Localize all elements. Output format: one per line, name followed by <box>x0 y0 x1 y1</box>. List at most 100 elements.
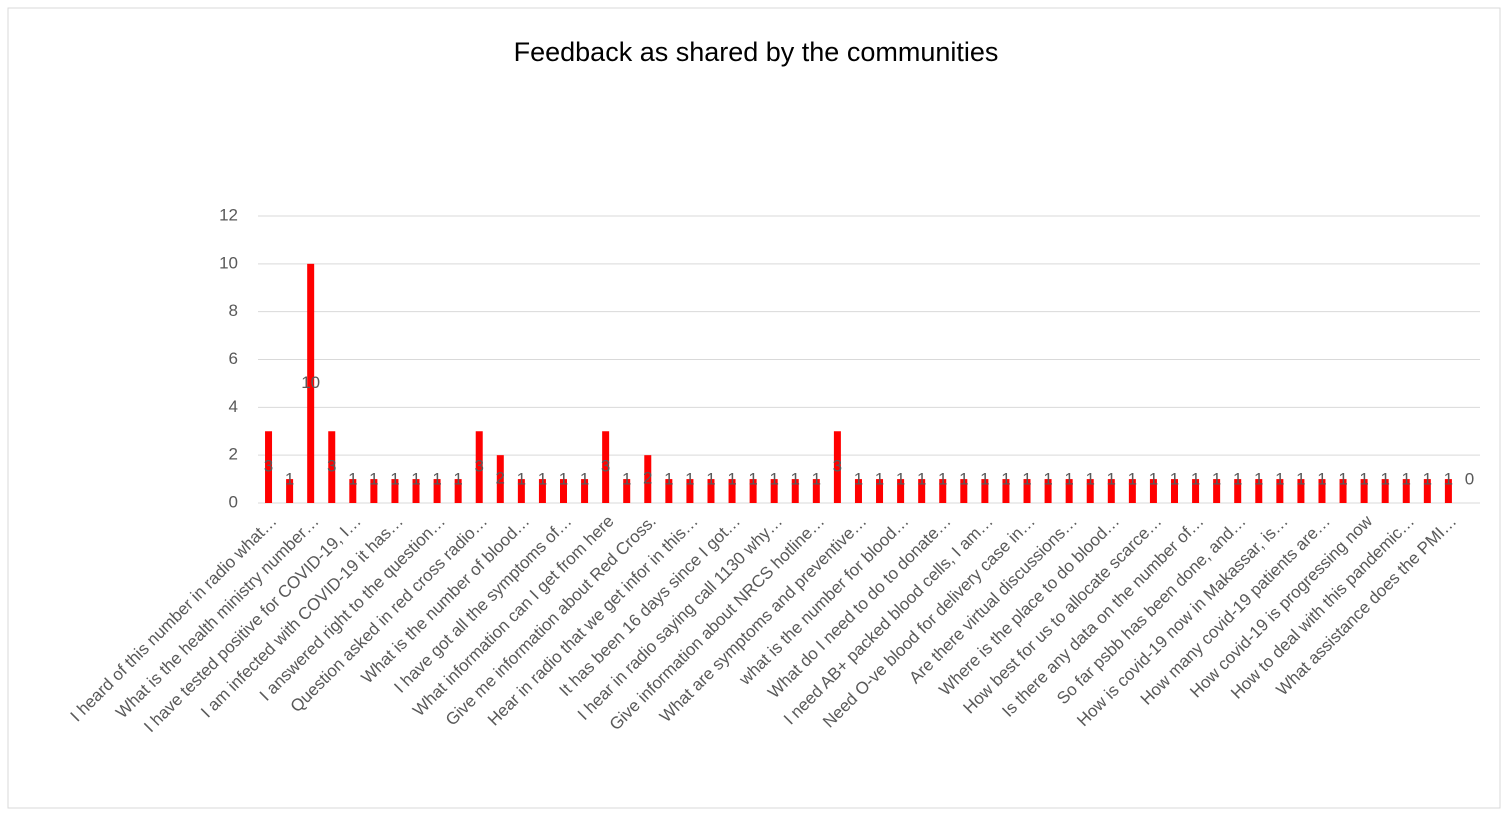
data-label: 1 <box>959 469 968 488</box>
data-label: 1 <box>1317 469 1326 488</box>
bar <box>854 479 862 503</box>
data-label: 1 <box>1212 469 1221 488</box>
bar <box>981 479 989 503</box>
data-label: 1 <box>1149 469 1158 488</box>
data-label: 10 <box>301 373 320 392</box>
data-label: 1 <box>769 469 778 488</box>
bar <box>391 479 399 503</box>
data-label: 1 <box>622 469 631 488</box>
data-label: 1 <box>938 469 947 488</box>
data-label: 1 <box>1296 469 1305 488</box>
bar <box>1423 479 1431 503</box>
data-label: 3 <box>264 457 273 476</box>
chart-title: Feedback as shared by the communities <box>514 37 999 67</box>
bar <box>307 263 315 503</box>
bar <box>1086 479 1094 503</box>
bar <box>1023 479 1031 503</box>
bar <box>1107 479 1115 503</box>
data-label: 1 <box>369 469 378 488</box>
bar <box>538 479 546 503</box>
bar <box>517 479 525 503</box>
bar <box>1444 479 1452 503</box>
bar <box>960 479 968 503</box>
data-label: 1 <box>1107 469 1116 488</box>
data-label: 1 <box>791 469 800 488</box>
bar <box>833 431 841 503</box>
bar <box>623 479 631 503</box>
data-label: 1 <box>1128 469 1137 488</box>
bar <box>770 479 778 503</box>
bar <box>749 479 757 503</box>
data-label: 1 <box>1001 469 1010 488</box>
data-label: 1 <box>285 469 294 488</box>
data-label: 1 <box>854 469 863 488</box>
bar <box>644 455 652 503</box>
data-label: 1 <box>875 469 884 488</box>
bar <box>1318 479 1326 503</box>
data-label: 1 <box>917 469 926 488</box>
bar <box>1044 479 1052 503</box>
y-tick-label: 10 <box>219 253 238 272</box>
bar <box>1128 479 1136 503</box>
data-label: 1 <box>390 469 399 488</box>
data-label: 1 <box>727 469 736 488</box>
bar <box>1339 479 1347 503</box>
data-label: 1 <box>685 469 694 488</box>
data-label: 1 <box>896 469 905 488</box>
y-tick-label: 6 <box>229 349 238 368</box>
data-label: 1 <box>1275 469 1284 488</box>
bar <box>1192 479 1200 503</box>
bar <box>728 479 736 503</box>
data-label: 1 <box>1254 469 1263 488</box>
data-label: 1 <box>812 469 821 488</box>
y-tick-label: 4 <box>229 397 238 416</box>
bar <box>897 479 905 503</box>
data-label: 1 <box>1191 469 1200 488</box>
data-label: 1 <box>1233 469 1242 488</box>
data-label: 1 <box>411 469 420 488</box>
bar <box>939 479 947 503</box>
bar <box>1213 479 1221 503</box>
bar <box>1255 479 1263 503</box>
data-label: 1 <box>1022 469 1031 488</box>
data-label: 1 <box>1444 469 1453 488</box>
bar <box>1381 479 1389 503</box>
data-label: 2 <box>643 469 652 488</box>
bar <box>812 479 820 503</box>
data-label: 3 <box>327 457 336 476</box>
data-label: 1 <box>348 469 357 488</box>
bar <box>1065 479 1073 503</box>
bar <box>454 479 462 503</box>
chart-frame <box>7 7 1501 809</box>
y-tick-label: 12 <box>219 205 238 224</box>
bar <box>328 431 336 503</box>
data-label: 1 <box>664 469 673 488</box>
bar <box>496 455 504 503</box>
data-label: 1 <box>1423 469 1432 488</box>
data-label: 1 <box>1064 469 1073 488</box>
bar <box>433 479 441 503</box>
data-label: 1 <box>538 469 547 488</box>
data-label: 1 <box>1380 469 1389 488</box>
bar <box>686 479 694 503</box>
y-tick-label: 0 <box>229 492 238 511</box>
data-label: 1 <box>980 469 989 488</box>
bar <box>1002 479 1010 503</box>
data-label: 3 <box>833 457 842 476</box>
bar <box>1149 479 1157 503</box>
bar <box>791 479 799 503</box>
data-label: 1 <box>706 469 715 488</box>
bar <box>349 479 357 503</box>
bar <box>1297 479 1305 503</box>
data-label: 3 <box>474 457 483 476</box>
data-label: 1 <box>453 469 462 488</box>
data-label: 1 <box>1338 469 1347 488</box>
bar <box>665 479 673 503</box>
bar <box>918 479 926 503</box>
data-label: 1 <box>559 469 568 488</box>
data-label: 1 <box>517 469 526 488</box>
data-label: 3 <box>601 457 610 476</box>
bar <box>412 479 420 503</box>
y-tick-label: 8 <box>229 301 238 320</box>
